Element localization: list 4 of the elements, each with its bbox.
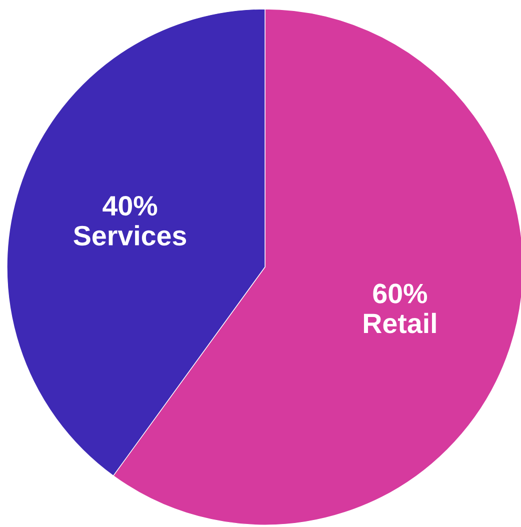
data-label: 40% bbox=[102, 196, 158, 216]
slice-label: Retail bbox=[364, 312, 436, 334]
slice-label: Services bbox=[74, 225, 186, 246]
data-label: 60% bbox=[373, 284, 428, 304]
